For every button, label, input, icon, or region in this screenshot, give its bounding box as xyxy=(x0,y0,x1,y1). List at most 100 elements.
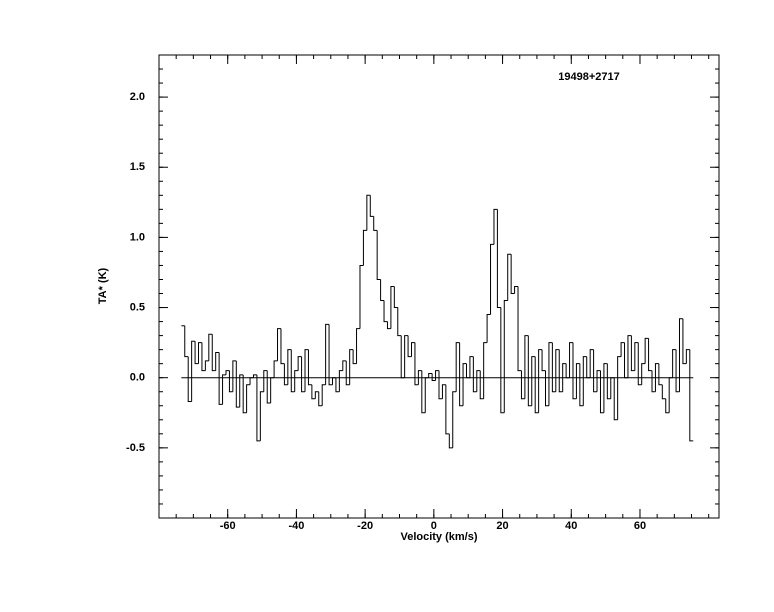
spectrum-channel xyxy=(362,229,367,266)
spectrum-channel xyxy=(538,349,543,413)
spectrum-channel xyxy=(634,342,639,371)
spectrum-channel xyxy=(335,377,340,393)
x-tick-label: 60 xyxy=(634,520,646,532)
spectrum-channel xyxy=(465,363,470,379)
spectrum-channel xyxy=(204,360,209,371)
spectrum-channel xyxy=(208,333,213,361)
y-tick-label: 0.5 xyxy=(130,301,145,313)
spectrum-channel xyxy=(472,356,477,393)
spectrum-channel xyxy=(476,370,481,392)
spectrum-channel xyxy=(575,363,580,399)
spectrum-channel xyxy=(668,377,673,413)
spectrum-channel xyxy=(569,342,573,378)
spectrum-channel xyxy=(191,340,196,402)
spectrum-channel xyxy=(675,349,680,393)
spectrum-channel xyxy=(565,363,570,379)
spectrum-channel xyxy=(431,373,436,382)
x-tick-label: 20 xyxy=(496,520,508,532)
spectrum-channel xyxy=(562,363,567,392)
spectrum-channel xyxy=(486,314,491,343)
spectrum-channel xyxy=(448,433,453,449)
spectrum-channel xyxy=(593,349,598,393)
spectrum-channel xyxy=(222,374,226,405)
spectrum-channel xyxy=(390,286,395,329)
spectrum-channel xyxy=(555,349,560,392)
spectrum-channel xyxy=(685,349,690,364)
y-tick-label: -0.5 xyxy=(126,442,145,454)
y-tick-label: 1.0 xyxy=(130,231,145,243)
spectrum-channel xyxy=(452,391,457,448)
spectrum-channel xyxy=(246,384,251,413)
spectrum-channel xyxy=(369,195,374,217)
spectrum-channel xyxy=(428,372,433,378)
spectrum-channel xyxy=(459,342,464,407)
spectrum-channel xyxy=(287,349,292,385)
spectrum-channel xyxy=(624,342,628,379)
spectrum-channel xyxy=(541,349,546,372)
spectrum-channel xyxy=(438,370,443,400)
spectrum-channel xyxy=(582,356,587,406)
spectrum-channel xyxy=(644,337,649,364)
x-tick-label: -40 xyxy=(288,520,304,532)
spectrum-channel xyxy=(503,300,508,413)
spectrum-channel xyxy=(627,335,632,378)
spectrum-channel xyxy=(606,363,611,400)
plot-frame xyxy=(158,54,720,519)
spectrum-channel xyxy=(318,391,323,407)
spectrum-channel xyxy=(455,342,460,392)
spectrum-channel xyxy=(620,342,625,357)
spectrum-channel xyxy=(617,356,622,420)
x-tick-label: 0 xyxy=(431,520,437,532)
spectrum-channel xyxy=(314,391,319,399)
y-axis-label: TA* (K) xyxy=(97,267,109,304)
spectrum-channel xyxy=(610,377,615,399)
spectrum-channel xyxy=(383,300,388,323)
spectrum-channel xyxy=(397,307,402,337)
spectrum-channel xyxy=(215,351,220,371)
spectrum-channel xyxy=(290,349,295,393)
y-tick-label: 1.5 xyxy=(130,161,145,173)
spectrum-channel xyxy=(218,352,223,405)
spectrum-channel xyxy=(277,328,281,361)
spectrum-channel xyxy=(352,349,357,365)
spectrum-channel xyxy=(534,356,539,414)
spectrum-channel xyxy=(304,349,309,392)
spectrum-channel xyxy=(373,216,378,231)
spectrum-channel xyxy=(184,325,189,358)
spectrum-channel xyxy=(356,328,360,364)
spectrum-channel xyxy=(400,335,405,379)
spectrum-channel xyxy=(551,342,556,393)
spectrum-channel xyxy=(469,356,474,378)
spectrum-channel xyxy=(531,356,536,406)
spectrum-channel xyxy=(651,370,656,393)
spectrum-channel xyxy=(349,349,354,385)
spectrum-channel xyxy=(297,356,302,371)
spectrum-channel xyxy=(273,360,278,378)
spectrum-channel xyxy=(441,384,446,399)
spectrum-channel xyxy=(256,374,261,442)
y-tick-label: 0.0 xyxy=(130,372,145,384)
spectrum-channel xyxy=(345,360,350,386)
spectrum-channel xyxy=(524,335,529,399)
spectrum-channel xyxy=(479,370,484,400)
spectrum-channel xyxy=(648,338,653,372)
spectrum-channel xyxy=(328,324,333,386)
spectrum-channel xyxy=(435,370,439,381)
spectrum-channel xyxy=(270,377,275,403)
spectrum-channel xyxy=(658,363,663,386)
spectrum-channel xyxy=(198,342,202,364)
spectrum-channel xyxy=(599,370,604,414)
spectrum-channel xyxy=(321,384,326,406)
spectrum-channel xyxy=(517,286,522,372)
spectrum-channel xyxy=(545,370,549,407)
spectrum-channel xyxy=(338,370,343,392)
spectrum-channel xyxy=(259,391,264,441)
spectrum-channel xyxy=(376,230,381,280)
spectrum-channel xyxy=(407,335,412,358)
spectrum-channel xyxy=(510,254,515,295)
spectrum-channel xyxy=(613,377,618,421)
spectrum-channel xyxy=(661,384,666,400)
spectrum-channel xyxy=(558,349,563,393)
spectrum-channel xyxy=(386,321,391,330)
spectrum-channel xyxy=(520,370,525,400)
